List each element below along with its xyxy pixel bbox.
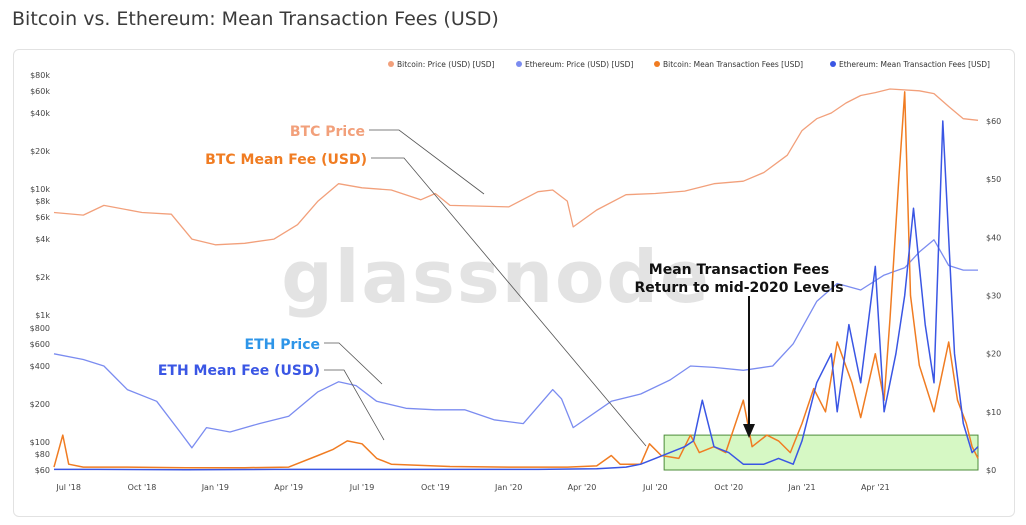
legend-dot xyxy=(654,61,660,67)
watermark-logo: glassnode xyxy=(281,235,711,319)
btc-price-leader xyxy=(369,129,485,195)
legend-item-btc-fee[interactable]: Bitcoin: Mean Transaction Fees [USD] xyxy=(654,60,803,69)
x-tick-label: Jul '19 xyxy=(349,483,375,492)
x-tick-label: Jan '19 xyxy=(201,483,229,492)
x-tick-label: Apr '20 xyxy=(568,483,597,492)
y-left-tick-label: $4k xyxy=(35,235,50,244)
legend-label: Ethereum: Mean Transaction Fees [USD] xyxy=(839,60,990,69)
y-left-tick-label: $200 xyxy=(30,400,50,409)
y-left-tick-label: $10k xyxy=(30,185,50,194)
fees-arrow-head xyxy=(743,424,755,438)
y-right-tick-label: $50 xyxy=(986,175,1001,184)
y-left-tick-label: $400 xyxy=(30,362,50,371)
y-left-tick-label: $800 xyxy=(30,324,50,333)
eth-price-line xyxy=(53,239,978,449)
y-left-tick-label: $60k xyxy=(30,87,50,96)
legend-item-eth-price[interactable]: Ethereum: Price (USD) [USD] xyxy=(516,60,633,69)
x-tick-label: Jan '20 xyxy=(494,483,522,492)
y-left-tick-label: $2k xyxy=(35,273,50,282)
legend-dot xyxy=(516,61,522,67)
highlight-region xyxy=(663,434,979,471)
y-left-tick-label: $8k xyxy=(35,197,50,206)
y-right-tick-label: $60 xyxy=(986,117,1001,126)
y-left-tick-label: $80k xyxy=(30,71,50,80)
fees-annotation-line1: Mean Transaction Fees xyxy=(649,262,829,278)
legend-label: Bitcoin: Price (USD) [USD] xyxy=(397,60,495,69)
legend-dot xyxy=(388,61,394,67)
y-right-tick-label: $30 xyxy=(986,292,1001,301)
y-right-tick-label: $40 xyxy=(986,233,1001,242)
chart-panel: glassnode Jul '18 Oct '18 Jan '19 Apr '19 Ju… xyxy=(13,49,1015,517)
eth-price-leader xyxy=(324,342,383,385)
y-left-tick-label: $80 xyxy=(35,450,50,459)
btc-fee-annotation: BTC Mean Fee (USD) xyxy=(205,152,367,168)
y-left-tick-label: $40k xyxy=(30,109,50,118)
y-left-tick-label: $100 xyxy=(30,438,50,447)
fees-annotation-line2: Return to mid-2020 Levels xyxy=(634,280,843,296)
btc-price-line xyxy=(53,88,979,246)
legend-label: Ethereum: Price (USD) [USD] xyxy=(525,60,633,69)
x-tick-label: Oct '18 xyxy=(128,483,157,492)
x-tick-label: Apr '19 xyxy=(274,483,303,492)
y-left-tick-label: $20k xyxy=(30,147,50,156)
x-tick-label: Jul '20 xyxy=(642,483,668,492)
legend: Bitcoin: Price (USD) [USD] Ethereum: Pri… xyxy=(388,60,990,69)
y-left-tick-label: $600 xyxy=(30,340,50,349)
btc-price-annotation: BTC Price xyxy=(290,124,365,140)
y-right-tick-label: $20 xyxy=(986,350,1001,359)
eth-fee-annotation: ETH Mean Fee (USD) xyxy=(158,363,320,379)
btc-fee-line xyxy=(53,91,979,469)
y-right-tick-label: $10 xyxy=(986,408,1001,417)
eth-fee-leader xyxy=(324,369,385,441)
legend-item-btc-price[interactable]: Bitcoin: Price (USD) [USD] xyxy=(388,60,495,69)
eth-price-annotation: ETH Price xyxy=(245,337,320,353)
eth-fee-line xyxy=(54,120,979,471)
x-tick-label: Oct '19 xyxy=(421,483,450,492)
legend-dot xyxy=(830,61,836,67)
y-axis-left: $80k $60k $40k $20k $10k $8k $6k $4k $2k $1k $800 $… xyxy=(30,71,51,475)
legend-item-eth-fee[interactable]: Ethereum: Mean Transaction Fees [USD] xyxy=(830,60,990,69)
x-tick-label: Apr '21 xyxy=(861,483,890,492)
y-left-tick-label: $60 xyxy=(35,466,50,475)
x-tick-label: Jan '21 xyxy=(787,483,815,492)
series-layer xyxy=(53,88,979,471)
x-axis: Jul '18 Oct '18 Jan '19 Apr '19 Jul '19 Oct '… xyxy=(55,483,889,492)
legend-label: Bitcoin: Mean Transaction Fees [USD] xyxy=(663,60,803,69)
x-tick-label: Jul '18 xyxy=(55,483,81,492)
y-left-tick-label: $1k xyxy=(35,311,50,320)
page-title: Bitcoin vs. Ethereum: Mean Transaction F… xyxy=(12,8,499,30)
y-right-tick-label: $0 xyxy=(986,466,996,475)
y-left-tick-label: $6k xyxy=(35,213,50,222)
btc-fee-leader xyxy=(371,157,647,447)
chart: glassnode Jul '18 Oct '18 Jan '19 Apr '19 Ju… xyxy=(30,60,1002,492)
x-tick-label: Oct '20 xyxy=(714,483,743,492)
y-axis-right: $60 $50 $40 $30 $20 $10 $0 xyxy=(986,117,1001,475)
